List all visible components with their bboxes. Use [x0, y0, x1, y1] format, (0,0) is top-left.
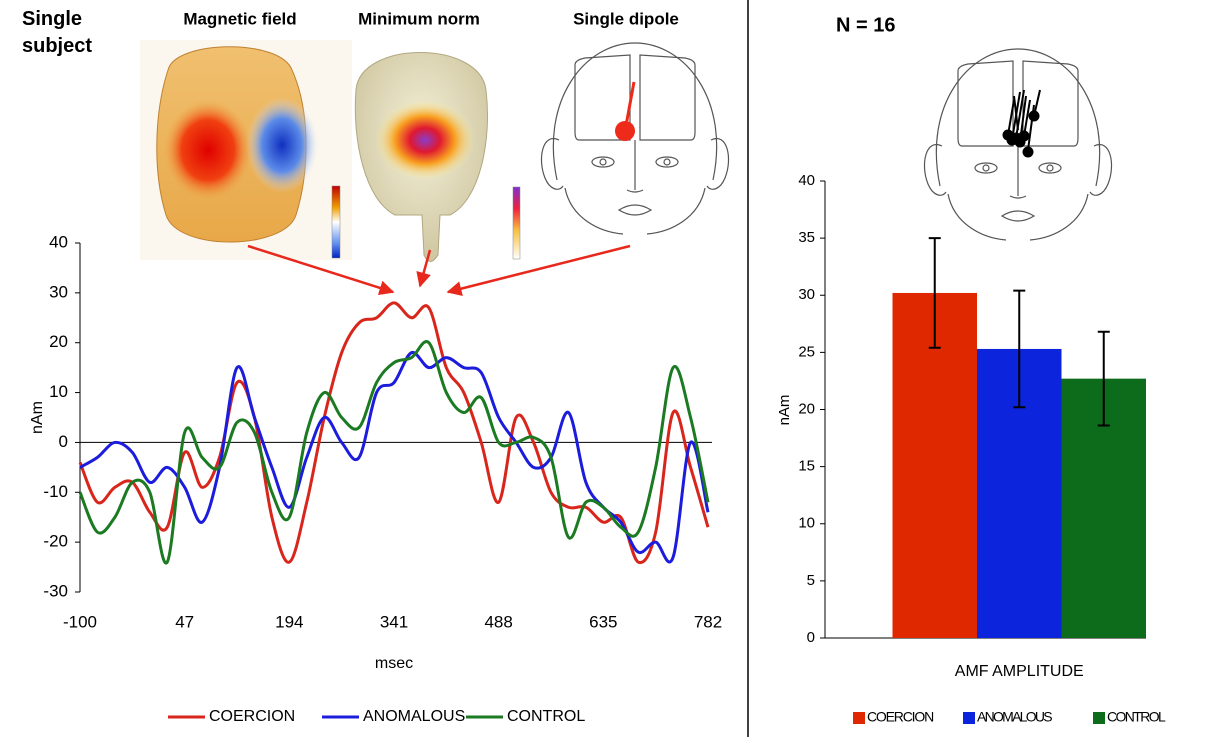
y-axis-label: nAm — [776, 395, 793, 426]
legend-swatch — [853, 712, 865, 724]
legend-label: CONTROL — [1107, 709, 1166, 725]
page: {"header": {"title": "Single subject", "… — [0, 0, 1207, 737]
legend-label: ANOMALOUS — [363, 708, 465, 725]
group-title: N = 16 — [836, 14, 895, 36]
legend-swatch — [1093, 712, 1105, 724]
panel-title: Single dipole — [573, 9, 679, 28]
y-axis-label: nAm — [29, 401, 46, 434]
y-tick-label: 25 — [798, 343, 815, 360]
y-tick-label: 5 — [807, 572, 815, 589]
y-tick-label: 15 — [798, 458, 815, 475]
y-tick-label: -10 — [43, 482, 68, 501]
y-tick-label: 0 — [807, 629, 815, 646]
x-tick-label: 341 — [380, 612, 408, 631]
group-dipole-image — [924, 49, 1111, 240]
figure: Magnetic field Minimum norm Single dipol… — [0, 0, 1207, 737]
magnetic-field-image — [140, 40, 352, 260]
y-tick-label: 35 — [798, 229, 815, 246]
x-tick-label: AMF AMPLITUDE — [955, 663, 1084, 680]
y-tick-label: -20 — [43, 532, 68, 551]
single-dipole-image — [541, 43, 728, 234]
y-tick-label: 30 — [798, 286, 815, 303]
x-tick-label: 47 — [175, 612, 194, 631]
legend-label: CONTROL — [507, 708, 585, 725]
x-axis-label: msec — [375, 655, 413, 672]
legend-label: ANOMALOUS — [977, 709, 1053, 725]
legend-swatch — [963, 712, 975, 724]
minimum-norm-image — [355, 53, 520, 262]
x-tick-label: 488 — [484, 612, 512, 631]
panel-title: Minimum norm — [358, 9, 480, 28]
panel-title: Magnetic field — [183, 9, 296, 28]
x-tick-label: 194 — [275, 612, 303, 631]
legend-label: COERCION — [209, 708, 295, 725]
y-tick-label: 20 — [798, 400, 815, 417]
series-line — [80, 352, 708, 562]
legend-label: COERCION — [867, 709, 934, 725]
y-tick-label: 40 — [798, 172, 815, 189]
x-tick-label: 782 — [694, 612, 722, 631]
y-tick-label: 0 — [59, 432, 68, 451]
y-tick-label: 10 — [49, 382, 68, 401]
y-tick-label: 30 — [49, 282, 68, 301]
x-tick-label: -100 — [63, 612, 97, 631]
y-tick-label: 10 — [798, 515, 815, 532]
x-tick-label: 635 — [589, 612, 617, 631]
y-tick-label: 20 — [49, 332, 68, 351]
y-tick-label: -30 — [43, 581, 68, 600]
y-tick-label: 40 — [49, 232, 68, 251]
series-line — [80, 342, 708, 564]
